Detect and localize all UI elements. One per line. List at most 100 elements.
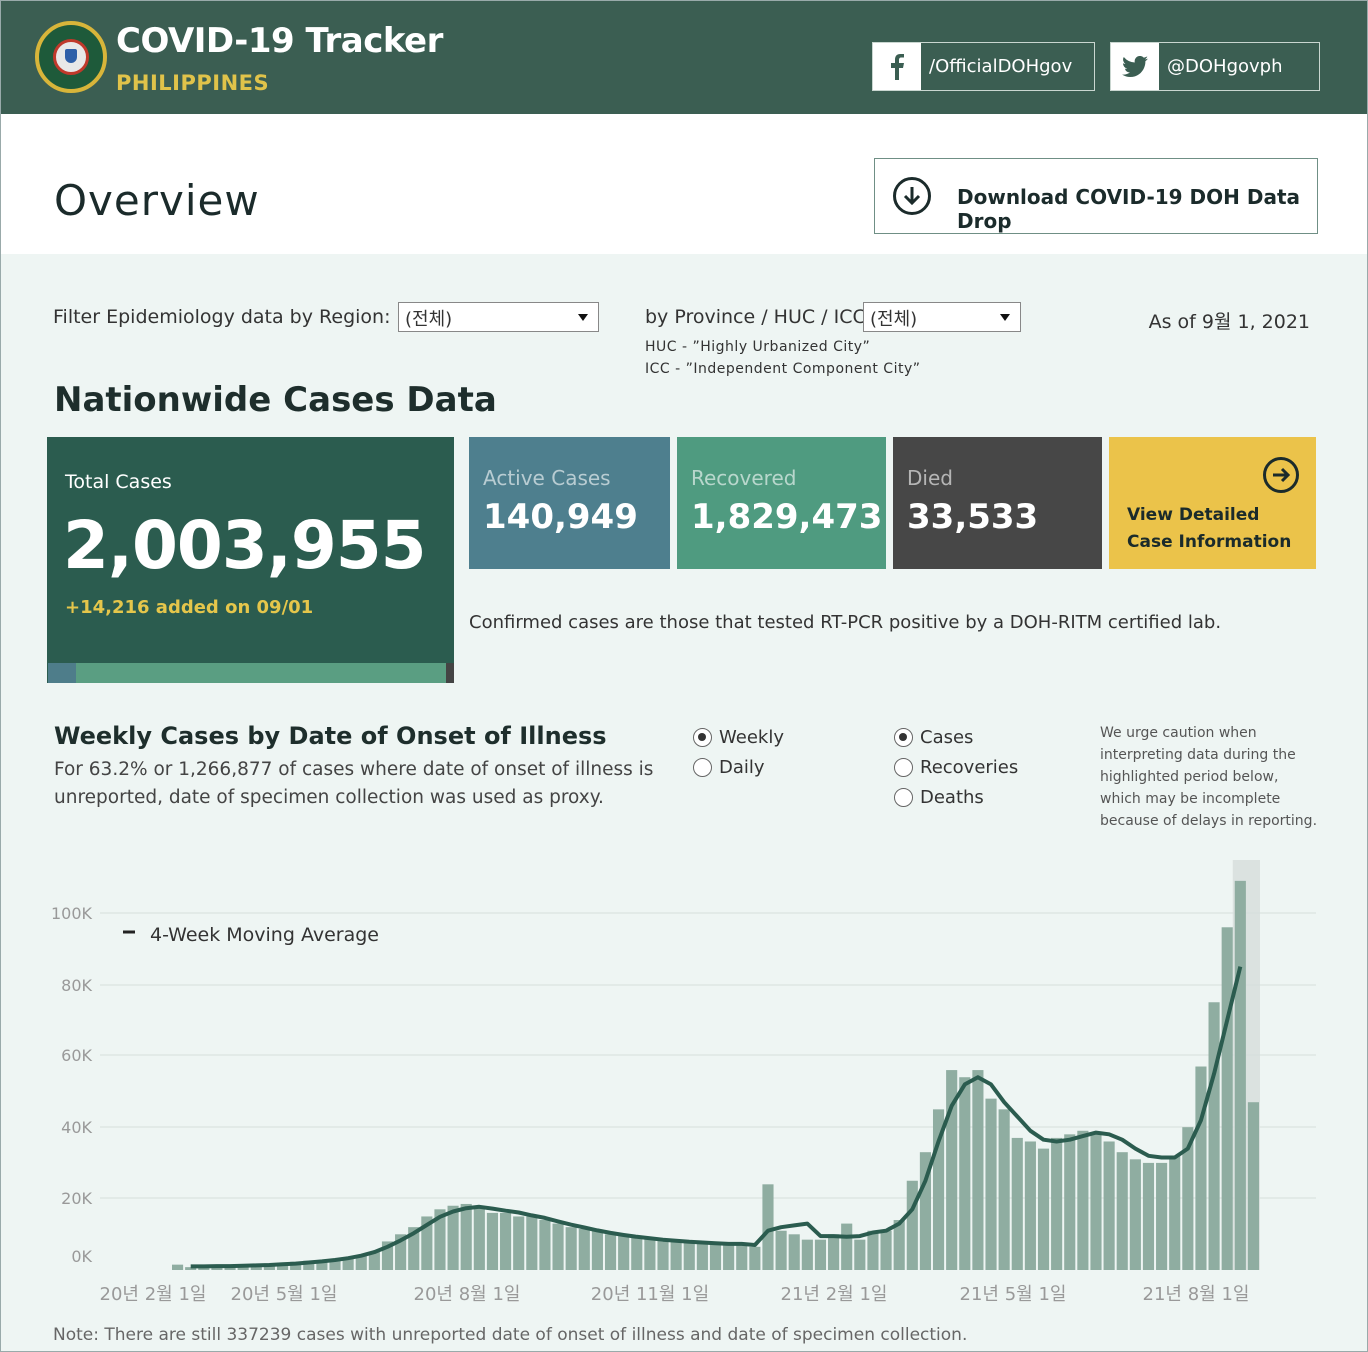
bar [985,1098,997,1270]
died-value: 33,533 [907,497,1039,537]
bar [290,1261,302,1270]
bar [709,1243,722,1270]
moving-average-line [190,966,1243,1269]
recovered-card: Recovered 1,829,473 [677,437,886,569]
bar [526,1216,538,1270]
radio-selected-icon [894,728,913,747]
bar [211,1266,223,1270]
y-tick-label: 20K [61,1189,92,1208]
bar [1077,1130,1089,1270]
facebook-handle: /OfficialDOHgov [929,56,1073,77]
facebook-icon [873,43,921,90]
download-data-drop-button[interactable]: Download COVID-19 DOH Data Drop [874,158,1318,234]
y-tick-label: 80K [61,976,92,995]
bar [578,1228,590,1270]
download-label: Download COVID-19 DOH Data Drop [957,185,1301,233]
bar [1024,1141,1036,1270]
y-tick-label: 40K [61,1118,92,1137]
total-cases-card: Total Cases 2,003,955 +14,216 added on 0… [47,437,454,683]
bar [919,1152,931,1270]
bar [421,1216,433,1270]
app-title: COVID-19 Tracker [116,21,443,61]
weekly-cases-title: Weekly Cases by Date of Onset of Illness [54,722,607,750]
bar [788,1234,800,1270]
bar [1116,1152,1128,1270]
bar [447,1205,459,1270]
bar [342,1257,354,1270]
province-select[interactable]: (전체) [863,302,1021,332]
bar [303,1260,315,1270]
bar [972,1070,984,1270]
bar [237,1266,249,1270]
bar [513,1216,525,1270]
caution-note: We urge caution when interpreting data d… [1100,725,1318,829]
radio-unselected-icon [894,788,913,807]
top-header: COVID-19 Tracker PHILIPPINES /OfficialDO… [1,1,1367,114]
bar [998,1109,1010,1270]
weekly-cases-description: For 63.2% or 1,266,877 of cases where da… [54,759,654,808]
active-cases-value: 140,949 [483,497,638,537]
radio-deaths-label: Deaths [920,787,984,808]
radio-daily-label: Daily [719,757,765,778]
y-tick-label: 0K [71,1247,92,1266]
bar [775,1230,787,1270]
facebook-link[interactable]: /OfficialDOHgov [872,42,1095,91]
bar [657,1239,669,1270]
region-select-value: (전체) [405,309,453,330]
dropdown-arrow-icon [578,314,588,321]
bar [1195,1066,1207,1270]
bar [460,1203,472,1270]
bar [250,1265,262,1270]
bar [841,1223,853,1270]
bar [434,1209,446,1270]
twitter-link[interactable]: @DOHgovph [1110,42,1320,91]
y-tick-label: 60K [61,1046,92,1065]
y-tick-label: 100K [51,904,93,923]
dropdown-arrow-icon [1000,314,1010,321]
bar [486,1212,499,1270]
x-tick-label: 20년 2월 1일 [100,1284,207,1305]
died-card: Died 33,533 [893,437,1102,569]
twitter-handle: @DOHgovph [1167,56,1283,77]
radio-cases[interactable]: Cases [894,727,973,748]
bar [828,1234,840,1270]
as-of-date: As of 9월 1, 2021 [1148,311,1310,333]
nationwide-title: Nationwide Cases Data [54,380,497,420]
app-subtitle: PHILIPPINES [116,71,270,95]
bar [932,1109,945,1270]
view-detailed-case-button[interactable]: View Detailed Case Information [1109,437,1316,569]
icc-note: ICC - ”Independent Component City” [645,361,921,377]
bar [1051,1137,1063,1270]
weekly-cases-chart: 100K 80K 60K 40K 20K 0K 4-Week Moving Average 2… [51,860,1316,1305]
bar [880,1230,892,1270]
radio-weekly[interactable]: Weekly [693,727,784,748]
huc-note: HUC - ”Highly Urbanized City” [645,339,871,355]
bar [381,1241,394,1270]
x-tick-label: 21년 8월 1일 [1143,1284,1250,1305]
recovered-label: Recovered [691,466,797,490]
legend-label: 4-Week Moving Average [150,924,379,946]
x-tick-label: 20년 8월 1일 [414,1284,521,1305]
view-detailed-label-line2: Case Information [1127,532,1292,552]
bar [276,1262,289,1270]
bar [683,1241,695,1270]
radio-recoveries[interactable]: Recoveries [894,757,1018,778]
bar [723,1243,735,1270]
cases-added-today: +14,216 added on 09/01 [65,597,314,618]
bar [696,1243,708,1270]
region-select[interactable]: (전체) [398,302,599,332]
radio-cases-label: Cases [920,727,974,748]
bar [1169,1155,1181,1270]
bar [1142,1162,1155,1270]
radio-daily[interactable]: Daily [693,757,765,778]
bar [355,1255,367,1270]
confirmed-cases-note: Confirmed cases are those that tested RT… [469,612,1222,633]
bar [591,1230,603,1270]
bar [539,1220,551,1270]
bar [762,1184,774,1270]
radio-deaths[interactable]: Deaths [894,787,984,808]
overview-title: Overview [54,176,260,225]
doh-seal-logo [35,21,107,93]
active-cases-card: Active Cases 140,949 [469,437,670,569]
bar [1247,1102,1259,1270]
